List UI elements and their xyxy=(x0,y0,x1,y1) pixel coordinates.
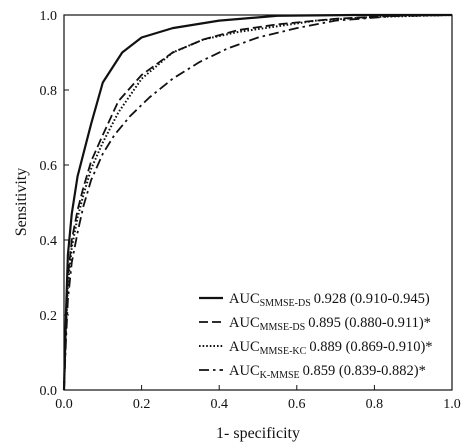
legend-auc-label: AUC xyxy=(229,315,260,331)
legend-auc-label: AUC xyxy=(229,291,260,307)
series-line-smmse-ds xyxy=(62,13,452,391)
legend-entry: AUCSMMSE-DS 0.928 (0.910-0.945) xyxy=(229,291,430,309)
y-tick-label: 1.0 xyxy=(40,9,58,24)
legend-value: 0.928 (0.910-0.945) xyxy=(314,291,430,307)
x-tick-label: 0.2 xyxy=(133,397,151,412)
legend-value: 0.895 (0.880-0.911)* xyxy=(308,315,431,331)
legend-sub-label: K-MMSE xyxy=(260,370,300,381)
legend-entry: AUCK-MMSE 0.859 (0.839-0.882)* xyxy=(229,363,426,381)
x-tick-label: 0.6 xyxy=(288,397,306,412)
x-tick-label: 0.0 xyxy=(55,397,73,412)
x-axis-label: 1- specificity xyxy=(216,425,300,442)
x-tick-label: 0.8 xyxy=(366,397,384,412)
series-group xyxy=(62,13,453,391)
plot-frame xyxy=(63,14,453,391)
legend-entry: AUCMMSE-DS 0.895 (0.880-0.911)* xyxy=(229,315,431,333)
y-tick-label: 0.8 xyxy=(40,84,58,99)
x-axis: 0.0 0.2 0.4 0.6 0.8 1.0 xyxy=(55,385,461,412)
y-axis-label: Sensitivity xyxy=(13,168,30,236)
series-line-mmse-ds xyxy=(63,14,453,391)
legend-sub-label: MMSE-DS xyxy=(260,322,306,333)
legend-auc-label: AUC xyxy=(229,339,260,355)
y-axis: 0.0 0.2 0.4 0.6 0.8 1.0 xyxy=(40,9,69,399)
y-tick-label: 0.4 xyxy=(40,234,58,249)
y-tick-label: 0.0 xyxy=(40,384,58,399)
legend-auc-label: AUC xyxy=(229,363,260,379)
y-tick-label: 0.2 xyxy=(40,309,58,324)
legend-value: 0.859 (0.839-0.882)* xyxy=(303,363,426,379)
x-tick-label: 0.4 xyxy=(210,397,228,412)
y-tick-label: 0.6 xyxy=(40,159,58,174)
series-line-mmse-kc xyxy=(63,14,453,391)
legend-sub-label: MMSE-KC xyxy=(260,346,307,357)
legend-entry: AUCMMSE-KC 0.889 (0.869-0.910)* xyxy=(229,339,433,357)
series-line-k-mmse xyxy=(63,14,453,391)
plot-frame-group xyxy=(63,14,453,391)
x-tick-label: 1.0 xyxy=(443,397,461,412)
legend-sub-label: SMMSE-DS xyxy=(260,298,311,309)
legend: AUCSMMSE-DS 0.928 (0.910-0.945)AUCMMSE-DS… xyxy=(199,291,433,381)
legend-value: 0.889 (0.869-0.910)* xyxy=(309,339,432,355)
